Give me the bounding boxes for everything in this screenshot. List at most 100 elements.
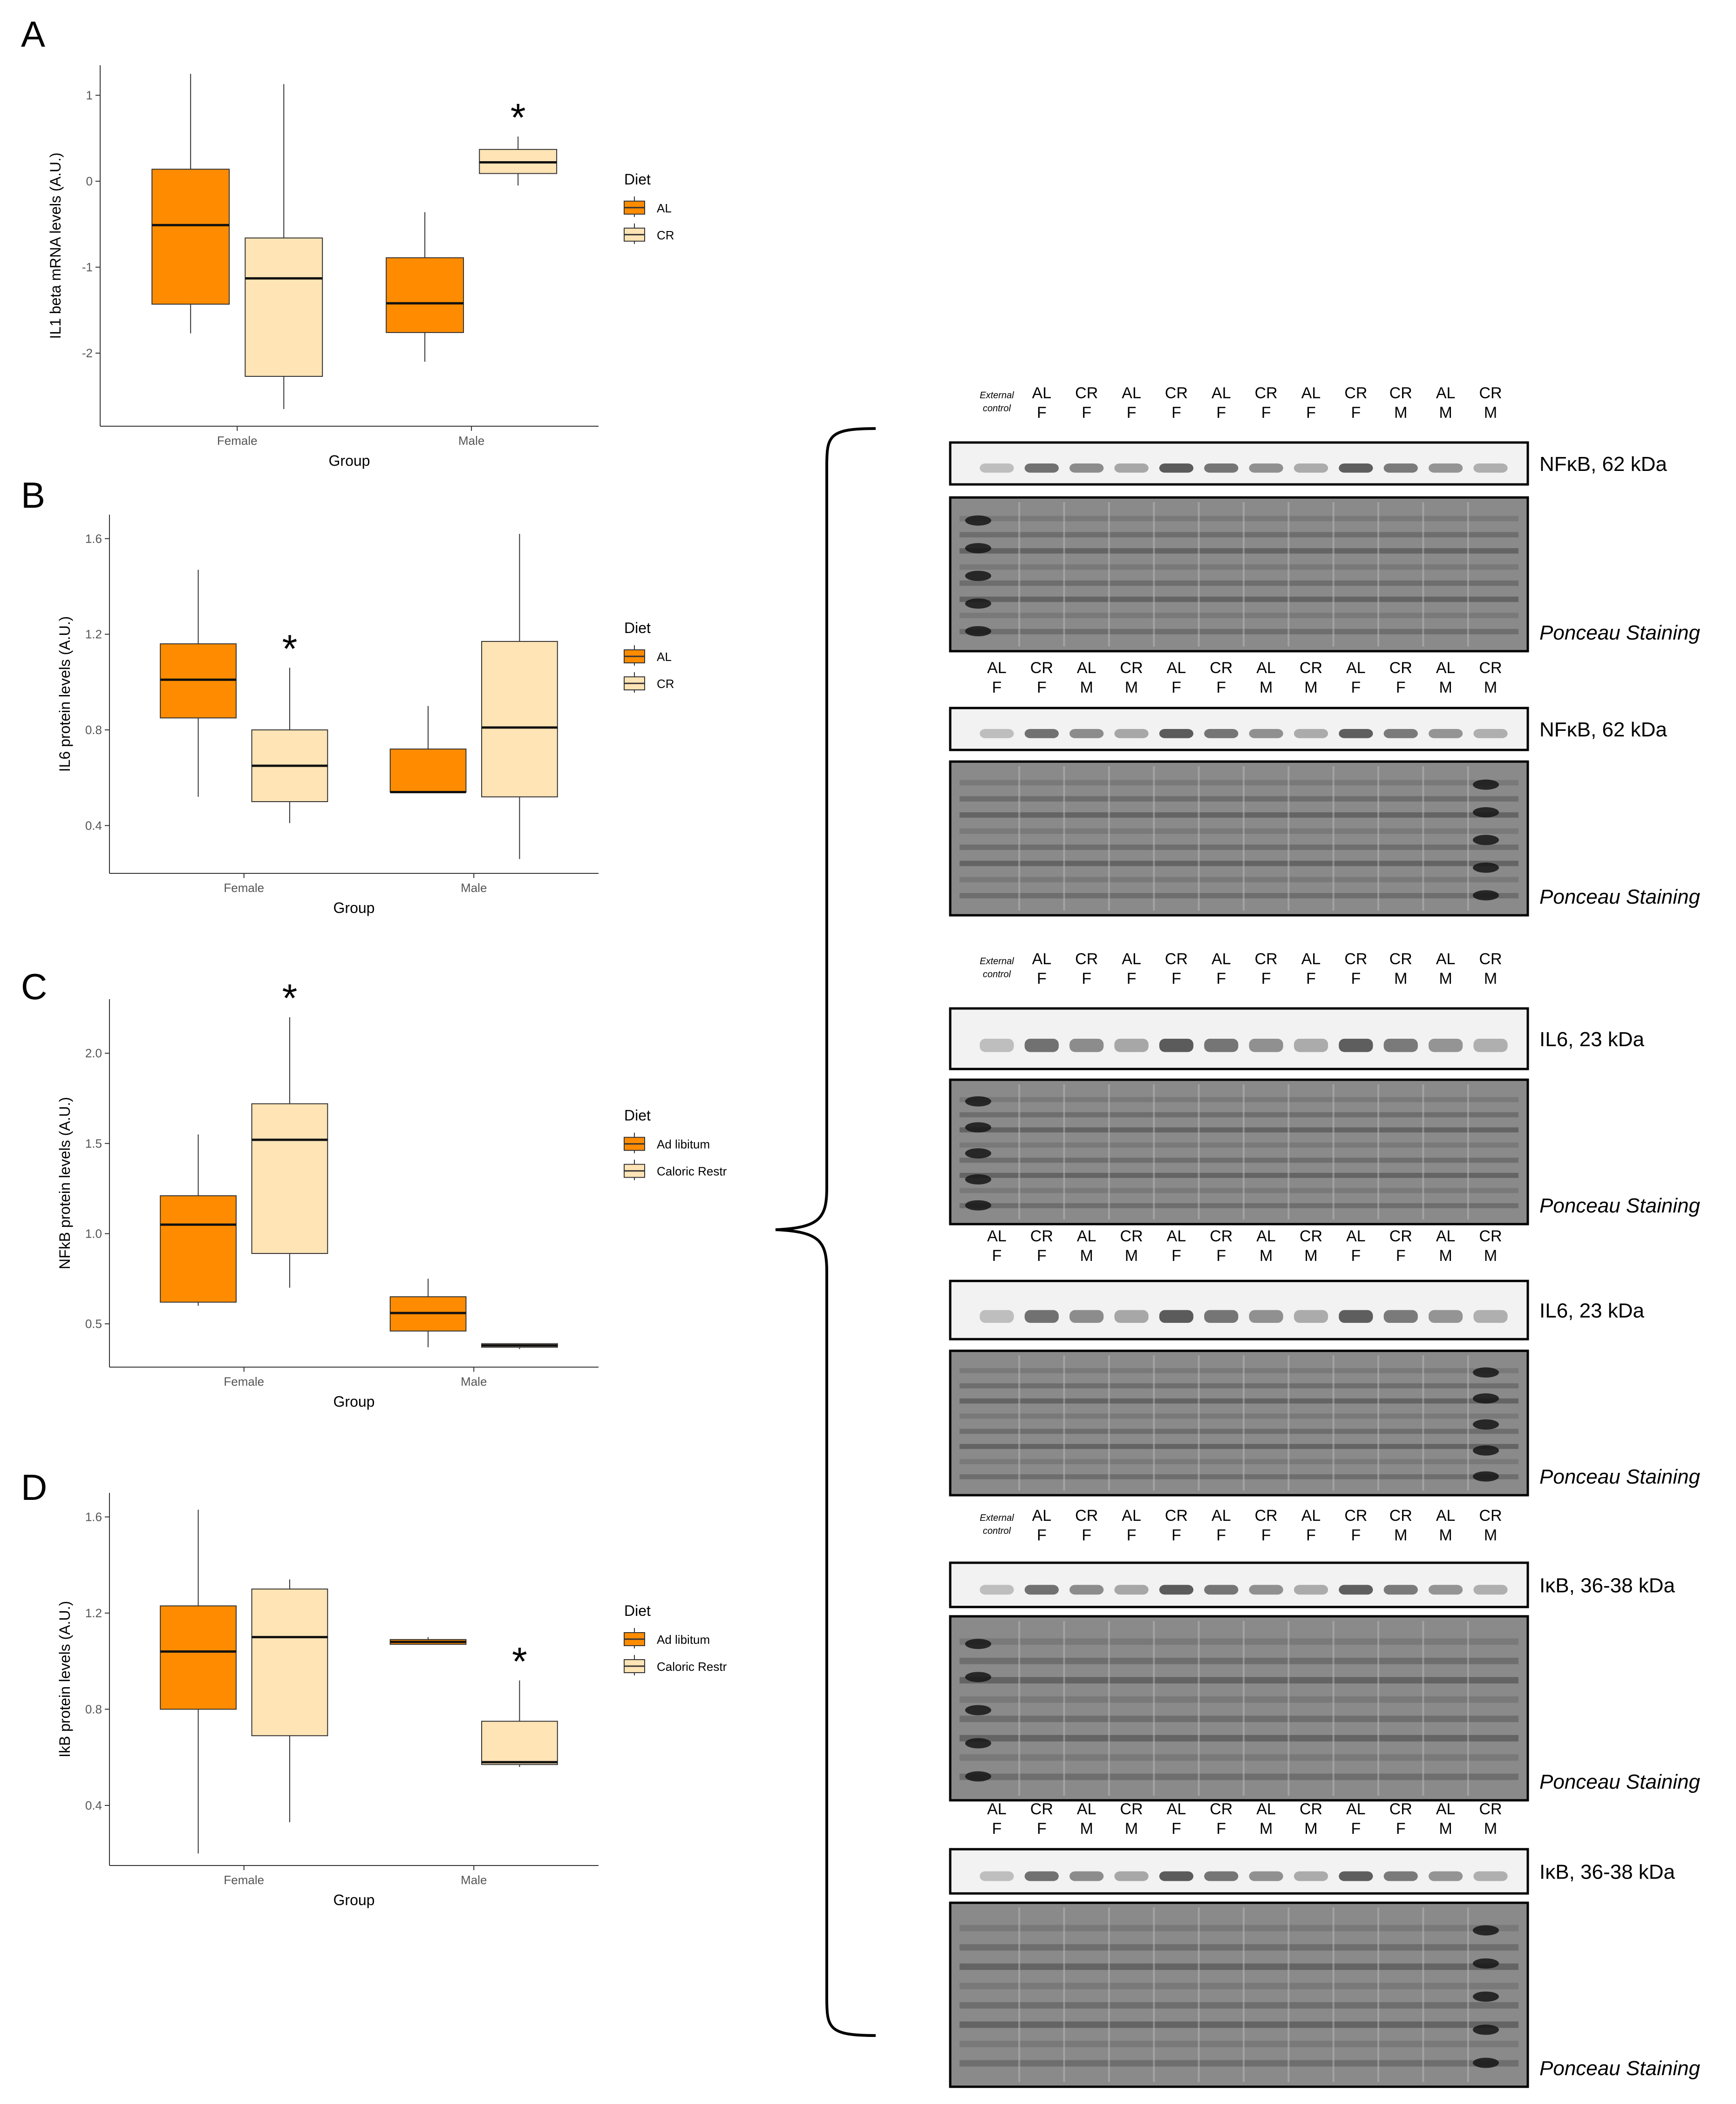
protein-band [1339,1310,1373,1323]
protein-band [1383,1871,1418,1881]
protein-band [1339,1871,1373,1881]
ponceau-band [960,2021,1518,2028]
legend-label: Caloric Restr [657,1660,727,1674]
box-body [481,1721,558,1765]
protein-band [1339,1585,1373,1595]
lane-label-bottom: F [1171,404,1181,422]
box-body [251,1588,328,1736]
ponceau-band [960,532,1518,538]
x-tick-label: Male [461,1375,487,1389]
protein-band [1383,729,1418,738]
ladder-band [1473,890,1499,901]
ladder-band [1473,2057,1499,2068]
blot-label: IκB, 36-38 kDa [1539,1574,1675,1597]
protein-band [1114,729,1149,738]
lane-label-bottom: F [1351,679,1361,696]
lane-label-bottom: F [1171,679,1181,696]
lane-label-bottom: F [1037,1820,1047,1838]
protein-band [1293,1585,1328,1595]
lane-label-top: CR [1165,950,1188,968]
lane-label-bottom: F [1037,970,1047,987]
lane-label-bottom: M [1439,970,1452,987]
lane-label-bottom: F [1261,970,1271,987]
lane-label-top: AL [1436,384,1456,402]
lane-label-top: AL [1436,659,1456,677]
box-body [151,169,230,305]
box-body [389,749,467,793]
y-tick-label: 0.8 [85,1702,102,1716]
ponceau-panel [949,496,1529,653]
lane-label-bottom: F [1037,679,1047,696]
ponceau-band [960,812,1518,818]
ladder-band [1473,1991,1499,2002]
blot-label: IL6, 23 kDa [1539,1300,1645,1322]
lane-label-top: CR [1479,1507,1502,1525]
ladder-band [1473,1925,1499,1936]
lane-label-bottom: F [1171,1820,1181,1838]
lane-label-bottom: F [1082,970,1091,987]
legend: Diet AL CR [624,171,674,244]
protein-band [1339,463,1373,473]
panel-letter: C [21,966,47,1007]
lane-label-bottom: F [1171,970,1181,987]
lane-label-bottom: control [983,1526,1011,1536]
box-body [160,1605,237,1710]
ladder-band [965,1096,991,1107]
ladder-band [965,543,991,553]
lane-label-bottom: M [1439,1247,1452,1265]
protein-band [1249,463,1283,473]
lane-label-top: CR [1255,950,1278,968]
protein-band [1429,463,1463,473]
protein-band [1204,1871,1239,1881]
lane-label-top: AL [1212,384,1231,402]
ponceau-band [960,1459,1518,1464]
lane-label-top: CR [1075,950,1098,968]
protein-band [1429,729,1463,738]
ponceau-band [960,1172,1518,1178]
lane-label-bottom: F [1306,404,1316,422]
ladder-band [965,1122,991,1133]
lane-label-bottom: F [1216,1247,1226,1265]
legend-label: Ad libitum [657,1633,710,1647]
lane-label-top: CR [1479,659,1502,677]
significance-star: * [282,627,298,671]
blot-2: AL F CR F AL M CR M AL F CR F AL M CR M AL F CR F AL M CR M NFκB… [949,659,1700,917]
lane-label-top: CR [1075,384,1098,402]
y-tick-label: 1.6 [85,531,102,545]
lane-label-bottom: F [1306,970,1316,987]
protein-band [1204,1039,1239,1052]
ponceau-band [960,844,1518,850]
x-tick-label: Male [458,434,484,448]
blot-5: ExternalcontrolALFCRFALFCRFALFCRFALFCRFC… [949,1507,1700,1802]
ladder-band [965,598,991,609]
ladder-band [965,1738,991,1749]
box-plots: A -2 -1 0 1 Female Male Group IL1 beta mRNA leve… [21,14,727,1908]
protein-band [1069,1039,1104,1052]
ponceau-panel [949,760,1529,917]
lane-label-top: CR [1344,950,1367,968]
ponceau-band [960,1112,1518,1117]
lane-label-bottom: F [1127,970,1137,987]
protein-band [1069,1585,1104,1595]
ponceau-band [960,1203,1518,1208]
ponceau-band [960,1735,1518,1742]
ladder-band [1473,1445,1499,1456]
lane-label-top: CR [1165,1507,1188,1525]
x-tick-label: Male [461,881,487,895]
panel-letter: D [21,1467,47,1508]
lane-label-top: CR [1389,1800,1412,1818]
protein-band [1114,463,1149,473]
lane-label-top: AL [987,659,1007,677]
lane-label-top: CR [1479,384,1502,402]
lane-label-top: AL [1301,1507,1321,1525]
y-axis-title: IL6 protein levels (A.U.) [56,616,73,772]
ladder-band [1473,807,1499,817]
lane-label-bottom: M [1394,1526,1407,1544]
blot-label: NFκB, 62 kDa [1539,453,1667,476]
blot-6: AL F CR F AL M CR M AL F CR F AL M CR M AL F CR F AL M CR M IκB,… [949,1800,1700,2088]
protein-band [1249,1585,1283,1595]
y-tick-label: 1.2 [85,1606,102,1620]
lane-label-bottom: F [1216,1820,1226,1838]
protein-band [1204,1310,1239,1323]
